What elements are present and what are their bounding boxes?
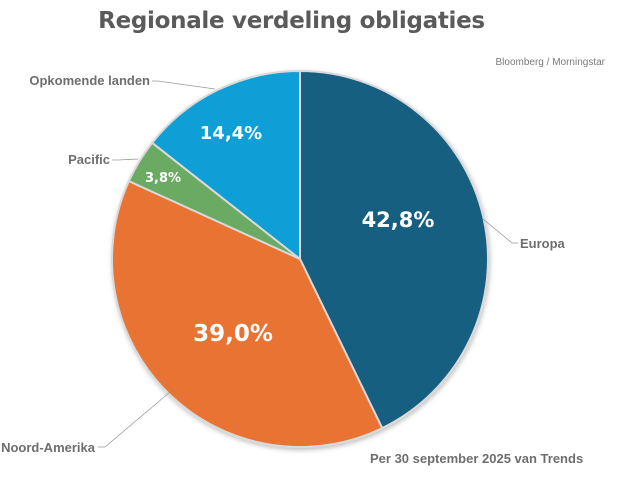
slice-label-opkomende-landen: Opkomende landen	[29, 73, 150, 88]
pie-slice-noord-amerika	[111, 180, 384, 448]
leader-line-noord-amerika	[98, 391, 171, 448]
leader-line-opkomende-landen	[152, 80, 216, 90]
slice-value-noord-amerika: 39,0%	[193, 321, 273, 347]
pie-slice-europa	[299, 70, 489, 430]
slice-label-europa: Europa	[520, 236, 566, 251]
slice-label-noord-amerika: Noord-Amerika	[1, 440, 96, 455]
chart-title: Regionale verdeling obligaties	[98, 8, 485, 34]
pie-slice-opkomende-landen	[151, 70, 301, 260]
leader-line-pacific	[112, 158, 139, 161]
pie-slices	[111, 70, 489, 448]
leader-line-europa	[482, 218, 518, 244]
slice-value-europa: 42,8%	[362, 208, 435, 232]
date-footnote: Per 30 september 2025 van Trends	[370, 451, 584, 466]
slice-label-pacific: Pacific	[68, 152, 110, 167]
slice-value-opkomende-landen: 14,4%	[200, 123, 262, 144]
leader-lines	[98, 80, 518, 448]
slice-value-pacific: 3,8%	[145, 171, 181, 186]
source-note: Bloomberg / Morningstar	[495, 57, 606, 68]
